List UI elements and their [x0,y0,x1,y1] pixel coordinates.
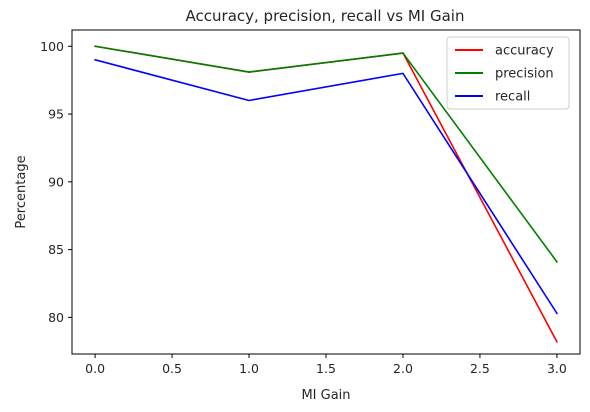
x-tick-label: 2.5 [470,361,490,376]
x-axis-label: MI Gain [301,388,350,403]
series-lines [94,45,559,343]
y-tick-label: 100 [40,39,64,54]
y-tick-label: 85 [48,242,64,257]
series-line-precision [94,45,559,263]
legend-label-recall: recall [495,90,530,105]
x-tick-label: 3.0 [547,361,567,376]
series-line-recall [94,58,559,315]
y-tick-label: 95 [48,107,64,122]
chart-title: Accuracy, precision, recall vs MI Gain [186,7,465,25]
y-tick-label: 80 [48,310,64,325]
legend: accuracy precision recall [446,36,570,110]
legend-label-precision: precision [495,67,554,82]
x-axis: 0.0 0.5 1.0 1.5 2.0 2.5 3.0 [85,354,567,376]
x-tick-label: 0.5 [162,361,182,376]
x-tick-label: 2.0 [393,361,413,376]
y-tick-label: 90 [48,174,64,189]
x-tick-label: 1.0 [239,361,259,376]
legend-label-accuracy: accuracy [495,44,554,59]
x-tick-label: 0.0 [85,361,105,376]
legend-box [446,36,570,110]
y-axis: 80 85 90 95 100 [40,39,72,325]
x-tick-label: 1.5 [316,361,336,376]
y-axis-label: Percentage [14,155,29,228]
